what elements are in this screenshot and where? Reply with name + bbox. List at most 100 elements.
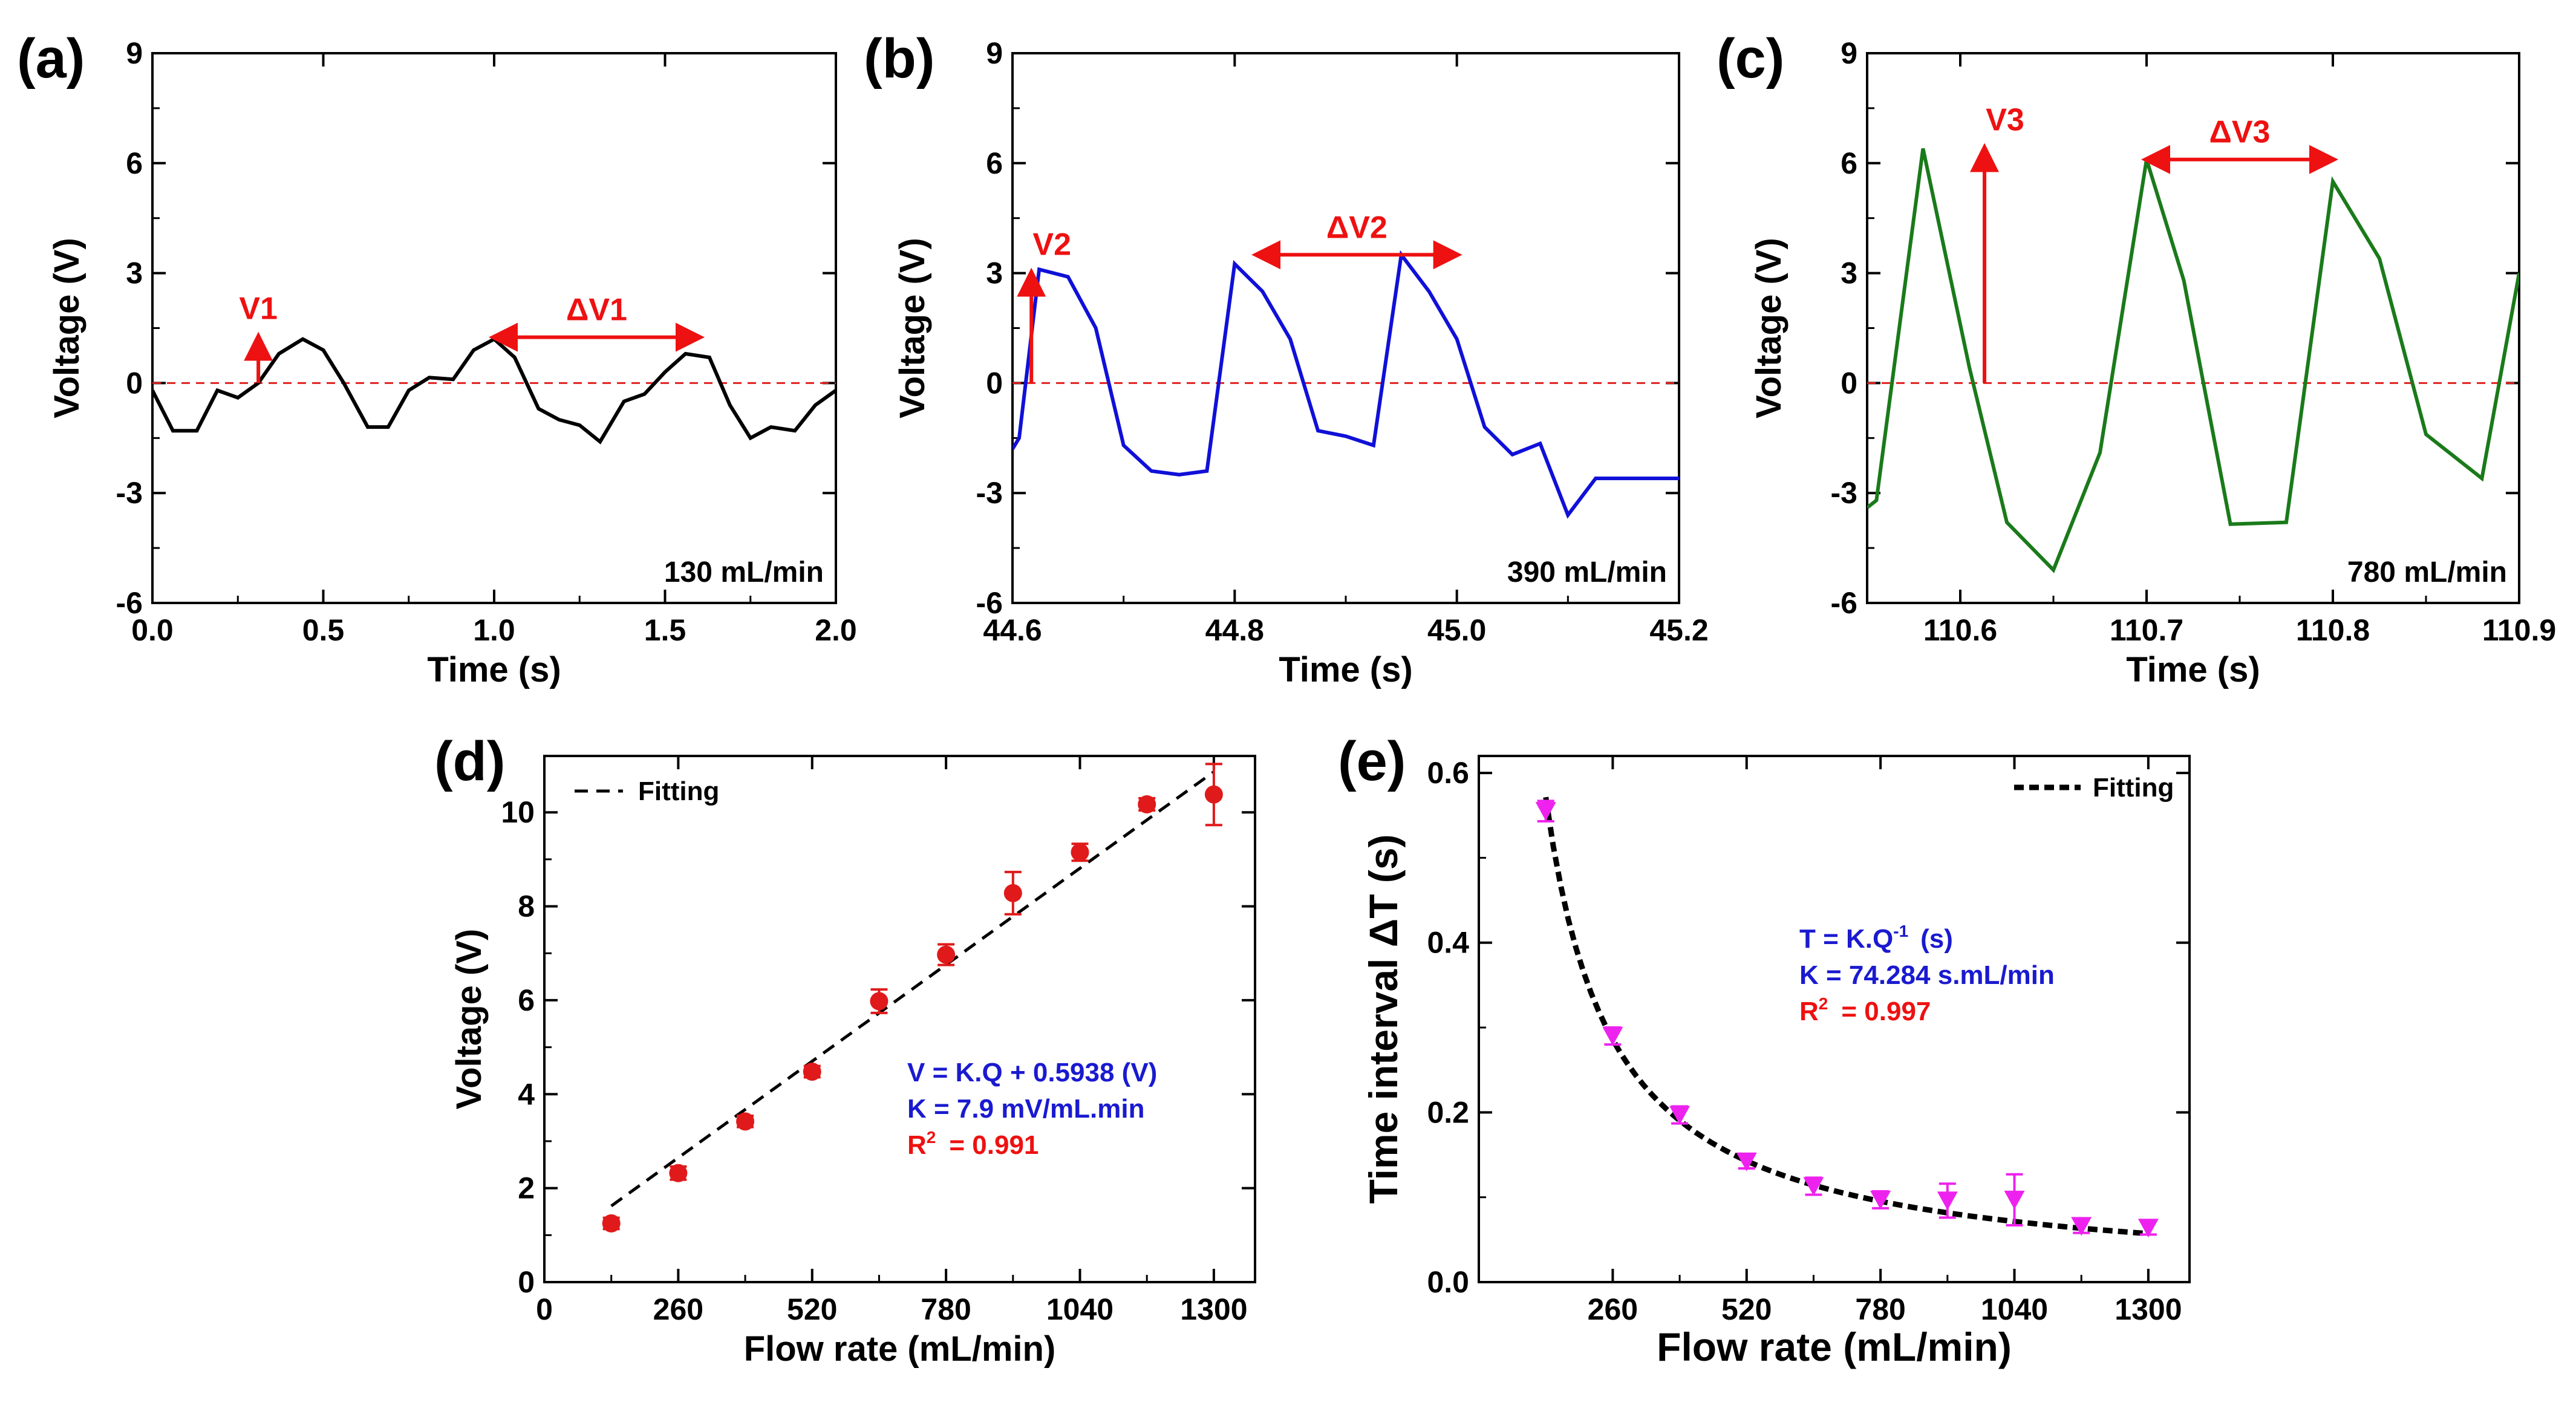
x-tick-label: 110.8 (2296, 613, 2370, 647)
flow-rate-label: 390 mL/min (1507, 556, 1667, 588)
x-tick-label: 1040 (1046, 1292, 1114, 1326)
y-tick-label: 0 (126, 366, 143, 400)
x-tick-label: 110.7 (2110, 613, 2183, 647)
data-point (669, 1164, 688, 1182)
y-tick-label: 0 (986, 366, 1003, 400)
annotation-label: V2 (1032, 227, 1071, 262)
y-axis-title: Voltage (V) (893, 238, 932, 419)
r-squared-label: R2 = 0.991 (907, 1128, 1039, 1160)
x-tick-label: 0.0 (131, 613, 174, 647)
x-axis-title: Flow rate (mL/min) (744, 1329, 1056, 1369)
data-point (1003, 884, 1022, 902)
x-tick-label: 1.5 (644, 613, 686, 647)
x-tick-label: 0.5 (302, 613, 345, 647)
data-point (803, 1063, 821, 1081)
equation-line: K = 7.9 mV/mL.min (907, 1094, 1144, 1124)
flow-rate-label: 130 mL/min (664, 556, 824, 588)
panel-a: (a) 0.0 0.5 1.0 1.5 2.0 -6 -3 0 3 6 9 Time (s) Voltag… (17, 28, 857, 689)
r-squared-value: = 0.991 (949, 1130, 1039, 1160)
data-point (1138, 795, 1156, 814)
legend-label: Fitting (2093, 773, 2174, 803)
flow-rate-label: 780 mL/min (2347, 556, 2507, 588)
x-axis-title: Time (s) (1279, 650, 1412, 689)
data-point (1736, 1152, 1757, 1171)
r-squared-symbol: R (1799, 997, 1819, 1026)
fit-curve (610, 770, 1215, 1208)
y-tick-label: 8 (518, 890, 535, 923)
annotation-label: V3 (1986, 103, 2024, 138)
x-tick-label: 520 (1721, 1292, 1772, 1326)
series-line-c (1867, 148, 2519, 573)
data-point (736, 1112, 755, 1131)
x-tick-label: 1040 (1981, 1292, 2048, 1326)
y-tick-label: 9 (126, 36, 143, 70)
panel-label: (d) (434, 731, 505, 792)
panel-label: (b) (864, 28, 934, 90)
x-axis-title: Time (s) (427, 650, 561, 689)
annotation-label: V1 (239, 291, 278, 327)
data-point (2004, 1190, 2025, 1210)
data-point (2071, 1217, 2092, 1236)
x-tick-label: 780 (921, 1292, 971, 1326)
y-tick-label: -3 (116, 476, 143, 510)
x-axis-title: Flow rate (mL/min) (1657, 1324, 2012, 1369)
y-tick-label: 2 (518, 1171, 535, 1205)
y-tick-label: 6 (1841, 146, 1857, 180)
panel-b: (b) 44.6 44.8 45.0 45.2 -6 -3 0 3 6 9 Time (s) Volta… (864, 28, 1709, 689)
y-tick-label: 10 (501, 795, 535, 829)
y-axis-title: Voltage (V) (449, 929, 489, 1110)
plot-frame (1011, 52, 1680, 604)
y-tick-label: 0 (518, 1265, 535, 1299)
equation-line: K = 74.284 s.mL/min (1799, 960, 2055, 990)
r-squared-exponent: 2 (927, 1128, 936, 1147)
x-tick-label: 260 (653, 1292, 703, 1326)
plot-frame (1478, 755, 2191, 1283)
r-squared-symbol: R (907, 1130, 927, 1160)
y-tick-label: -3 (1831, 476, 1857, 510)
y-tick-label: 0.6 (1427, 756, 1469, 790)
x-axis-title: Time (s) (2126, 650, 2260, 689)
annotation-label: ΔV3 (2209, 115, 2271, 150)
panel-c: (c) 110.6 110.7 110.8 110.9 -6 -3 0 3 6 9 Time (s) V… (1717, 28, 2556, 689)
y-axis-title: Voltage (V) (47, 238, 86, 419)
series-line-a (152, 337, 836, 445)
x-tick-label: 110.6 (1923, 613, 1997, 647)
panel-label: (c) (1717, 28, 1784, 90)
panel-label: (e) (1338, 731, 1406, 792)
legend-label: Fitting (638, 777, 719, 806)
y-tick-label: 9 (986, 36, 1003, 70)
data-point (1803, 1177, 1824, 1196)
x-tick-label: 1.0 (473, 613, 515, 647)
data-point (1071, 843, 1089, 862)
r-squared-label: R2 = 0.997 (1799, 994, 1931, 1026)
x-tick-label: 44.6 (983, 613, 1042, 647)
data-point (870, 992, 889, 1011)
data-point (2137, 1219, 2159, 1238)
y-tick-label: 0.2 (1427, 1095, 1469, 1129)
annotation-label: ΔV2 (1326, 210, 1387, 245)
equation-line: V = K.Q + 0.5938 (V) (907, 1058, 1157, 1087)
y-tick-label: -6 (976, 586, 1003, 620)
r-squared-value: = 0.997 (1841, 997, 1931, 1026)
y-tick-label: 4 (518, 1077, 535, 1111)
x-tick-label: 45.2 (1649, 613, 1708, 647)
fit-curve (1543, 796, 2149, 1237)
data-point (1669, 1106, 1691, 1125)
y-tick-label: -6 (116, 586, 143, 620)
x-tick-label: 110.9 (2482, 613, 2556, 647)
data-point (1602, 1027, 1623, 1046)
data-point (1204, 785, 1223, 804)
x-tick-label: 260 (1588, 1292, 1638, 1326)
y-tick-label: -6 (1831, 586, 1857, 620)
y-axis-title: Time interval ΔT (s) (1361, 834, 1406, 1203)
panel-label: (a) (17, 28, 85, 90)
x-tick-label: 44.8 (1205, 613, 1264, 647)
y-tick-label: 0.0 (1427, 1265, 1469, 1299)
y-tick-label: 6 (986, 146, 1003, 180)
y-tick-label: 6 (126, 146, 143, 180)
y-axis-title: Voltage (V) (1749, 238, 1789, 419)
y-tick-label: 6 (518, 983, 535, 1017)
data-point (602, 1214, 621, 1233)
y-tick-label: 3 (1841, 256, 1857, 290)
